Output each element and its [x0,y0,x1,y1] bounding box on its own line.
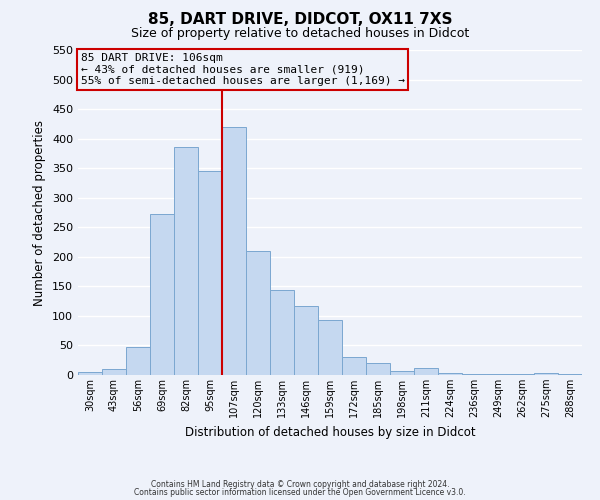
Bar [510,374,534,375]
Bar [390,371,414,375]
Bar [438,373,462,375]
Bar [78,372,102,375]
Text: Contains HM Land Registry data © Crown copyright and database right 2024.: Contains HM Land Registry data © Crown c… [151,480,449,489]
Bar [534,372,558,375]
Bar [486,374,510,375]
Bar [414,368,438,375]
Text: Size of property relative to detached houses in Didcot: Size of property relative to detached ho… [131,28,469,40]
Bar [246,251,270,375]
Bar [462,374,486,375]
Bar [198,171,222,375]
Bar [150,214,174,375]
Bar [222,127,246,375]
X-axis label: Distribution of detached houses by size in Didcot: Distribution of detached houses by size … [185,426,475,438]
Bar [366,363,390,375]
Bar [342,358,366,375]
Bar [558,374,582,375]
Bar [102,368,126,375]
Bar [318,320,342,375]
Bar [270,290,294,375]
Text: 85, DART DRIVE, DIDCOT, OX11 7XS: 85, DART DRIVE, DIDCOT, OX11 7XS [148,12,452,28]
Text: Contains public sector information licensed under the Open Government Licence v3: Contains public sector information licen… [134,488,466,497]
Text: 85 DART DRIVE: 106sqm
← 43% of detached houses are smaller (919)
55% of semi-det: 85 DART DRIVE: 106sqm ← 43% of detached … [80,53,404,86]
Bar [174,147,198,375]
Bar [294,306,318,375]
Bar [126,346,150,375]
Y-axis label: Number of detached properties: Number of detached properties [34,120,46,306]
